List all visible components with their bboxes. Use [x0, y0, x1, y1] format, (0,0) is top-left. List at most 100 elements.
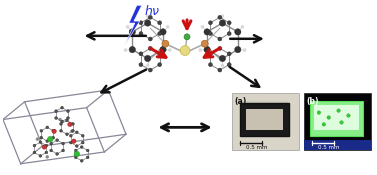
- Circle shape: [68, 122, 72, 127]
- Circle shape: [72, 139, 76, 143]
- Circle shape: [40, 130, 43, 132]
- Circle shape: [52, 136, 55, 139]
- Circle shape: [46, 155, 49, 158]
- Circle shape: [46, 126, 49, 129]
- Circle shape: [52, 129, 56, 134]
- Circle shape: [75, 145, 78, 147]
- Circle shape: [337, 109, 340, 112]
- Circle shape: [62, 149, 64, 152]
- Circle shape: [139, 21, 143, 25]
- Circle shape: [146, 15, 149, 18]
- Circle shape: [72, 122, 74, 125]
- Circle shape: [199, 49, 202, 51]
- Circle shape: [221, 64, 224, 67]
- Circle shape: [234, 29, 241, 35]
- FancyBboxPatch shape: [314, 105, 359, 130]
- Circle shape: [327, 116, 331, 119]
- Circle shape: [180, 46, 190, 55]
- Circle shape: [72, 130, 74, 132]
- Circle shape: [129, 29, 135, 35]
- Circle shape: [139, 32, 143, 36]
- Circle shape: [67, 117, 69, 119]
- Circle shape: [56, 139, 58, 142]
- Text: 0.5 mm: 0.5 mm: [246, 145, 268, 150]
- Circle shape: [48, 136, 53, 142]
- Circle shape: [69, 141, 72, 144]
- Circle shape: [86, 156, 89, 159]
- Circle shape: [160, 46, 166, 53]
- Circle shape: [70, 130, 74, 133]
- Circle shape: [33, 144, 36, 147]
- Circle shape: [33, 151, 36, 154]
- FancyBboxPatch shape: [310, 101, 363, 136]
- Circle shape: [218, 15, 222, 19]
- Circle shape: [80, 146, 83, 148]
- Text: (b): (b): [306, 97, 319, 106]
- Bar: [304, 93, 371, 150]
- Circle shape: [66, 133, 68, 136]
- Circle shape: [317, 111, 321, 114]
- Circle shape: [67, 110, 69, 113]
- Bar: [242, 101, 287, 136]
- Circle shape: [227, 32, 231, 36]
- Circle shape: [158, 21, 162, 25]
- Circle shape: [227, 21, 231, 25]
- Circle shape: [148, 68, 152, 72]
- Circle shape: [144, 55, 151, 62]
- Circle shape: [139, 63, 143, 67]
- Bar: [232, 93, 299, 150]
- Bar: [304, 140, 371, 150]
- Circle shape: [58, 118, 61, 121]
- Circle shape: [66, 119, 68, 122]
- Circle shape: [60, 130, 62, 132]
- Circle shape: [148, 46, 152, 50]
- Circle shape: [227, 52, 231, 56]
- Circle shape: [55, 117, 57, 119]
- Circle shape: [55, 110, 57, 113]
- Circle shape: [158, 52, 162, 56]
- FancyBboxPatch shape: [246, 109, 284, 130]
- Circle shape: [80, 159, 83, 162]
- Circle shape: [50, 142, 52, 145]
- FancyBboxPatch shape: [240, 103, 290, 136]
- Circle shape: [69, 134, 72, 137]
- Circle shape: [241, 25, 244, 28]
- Circle shape: [208, 63, 212, 67]
- Circle shape: [56, 153, 58, 155]
- Circle shape: [74, 156, 77, 159]
- Circle shape: [227, 63, 231, 67]
- Circle shape: [74, 151, 80, 157]
- Text: (a): (a): [234, 97, 247, 106]
- Circle shape: [42, 145, 46, 149]
- Circle shape: [146, 64, 149, 67]
- Circle shape: [74, 149, 77, 152]
- Circle shape: [184, 34, 190, 40]
- Circle shape: [201, 25, 204, 28]
- Circle shape: [162, 40, 169, 47]
- Circle shape: [148, 37, 152, 41]
- Circle shape: [61, 120, 63, 123]
- Circle shape: [39, 141, 42, 144]
- Polygon shape: [125, 5, 142, 45]
- Circle shape: [144, 20, 151, 26]
- Circle shape: [219, 20, 225, 26]
- Circle shape: [204, 29, 210, 35]
- Circle shape: [124, 49, 127, 51]
- Circle shape: [160, 29, 166, 35]
- Circle shape: [158, 63, 162, 67]
- Circle shape: [218, 46, 222, 50]
- Text: 0.5 mm: 0.5 mm: [318, 145, 339, 150]
- Circle shape: [60, 122, 62, 125]
- Circle shape: [234, 46, 241, 53]
- Circle shape: [126, 25, 129, 28]
- Circle shape: [322, 123, 326, 126]
- Circle shape: [204, 46, 210, 53]
- Circle shape: [62, 142, 64, 145]
- Circle shape: [166, 25, 169, 28]
- Circle shape: [36, 138, 39, 141]
- Circle shape: [340, 121, 343, 124]
- Circle shape: [129, 46, 135, 53]
- Circle shape: [201, 40, 208, 47]
- Circle shape: [86, 149, 89, 152]
- Circle shape: [139, 52, 143, 56]
